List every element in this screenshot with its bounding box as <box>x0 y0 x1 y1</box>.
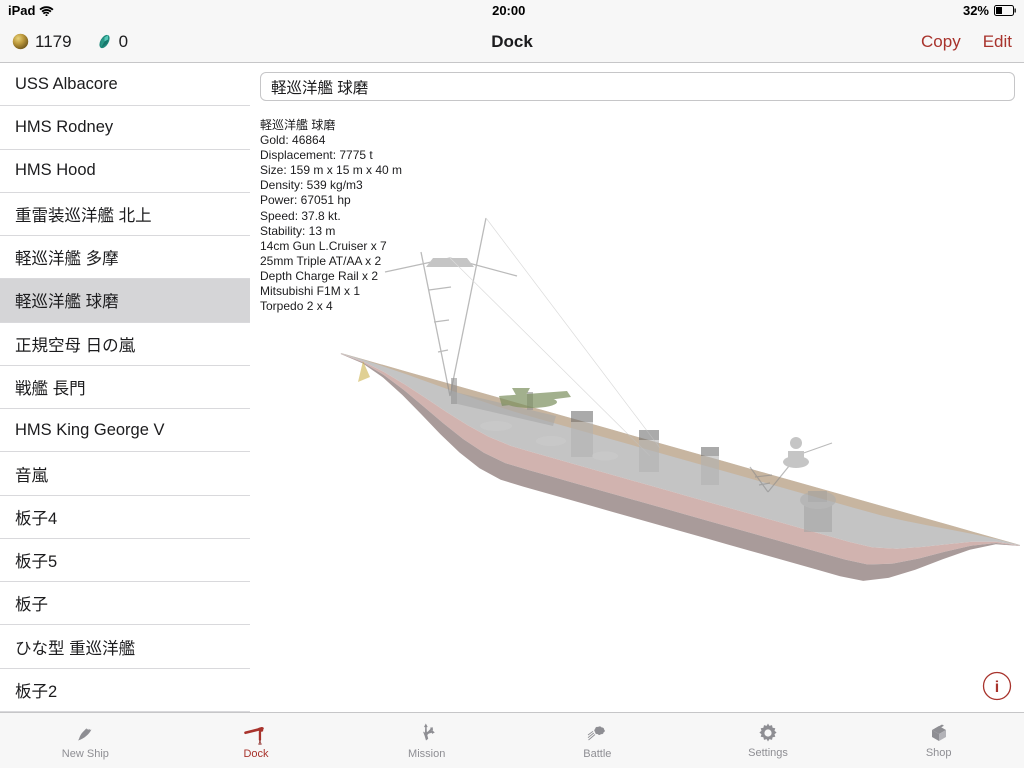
svg-text:i: i <box>995 679 999 696</box>
